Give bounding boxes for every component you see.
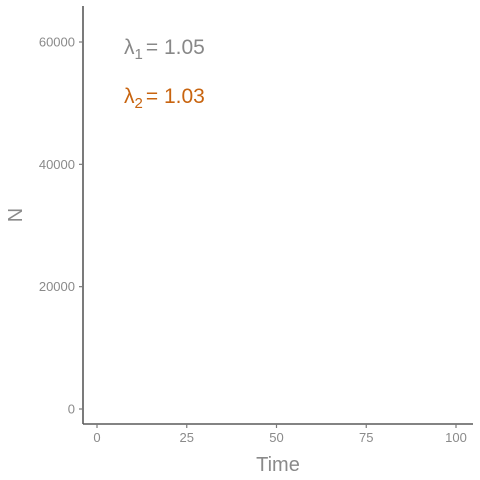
x-tick-label: 0: [93, 430, 100, 445]
lambda-2-subscript: 2: [135, 95, 143, 112]
y-axis-ticks: 0 20000 40000 60000: [39, 35, 83, 417]
lambda-1-value: = 1.05: [146, 36, 205, 59]
x-tick-label: 75: [359, 430, 373, 445]
y-tick-label: 40000: [39, 157, 75, 172]
x-tick-label: 25: [180, 430, 194, 445]
x-axis-ticks: 0 25 50 75 100: [93, 424, 467, 445]
lambda-1-symbol: λ: [124, 36, 135, 59]
lambda-2-value: = 1.03: [146, 85, 205, 108]
x-tick-label: 50: [269, 430, 283, 445]
lambda-1-subscript: 1: [135, 46, 143, 63]
y-tick-label: 60000: [39, 35, 75, 50]
lambda-2-symbol: λ: [124, 85, 135, 108]
x-axis-title: Time: [256, 454, 300, 476]
y-axis-title: N: [5, 208, 27, 222]
y-tick-label: 0: [68, 402, 75, 417]
y-tick-label: 20000: [39, 279, 75, 294]
lambda-1-label: λ1 = 1.05: [124, 36, 205, 63]
x-tick-label: 100: [445, 430, 467, 445]
lambda-2-label: λ2 = 1.03: [124, 85, 205, 112]
